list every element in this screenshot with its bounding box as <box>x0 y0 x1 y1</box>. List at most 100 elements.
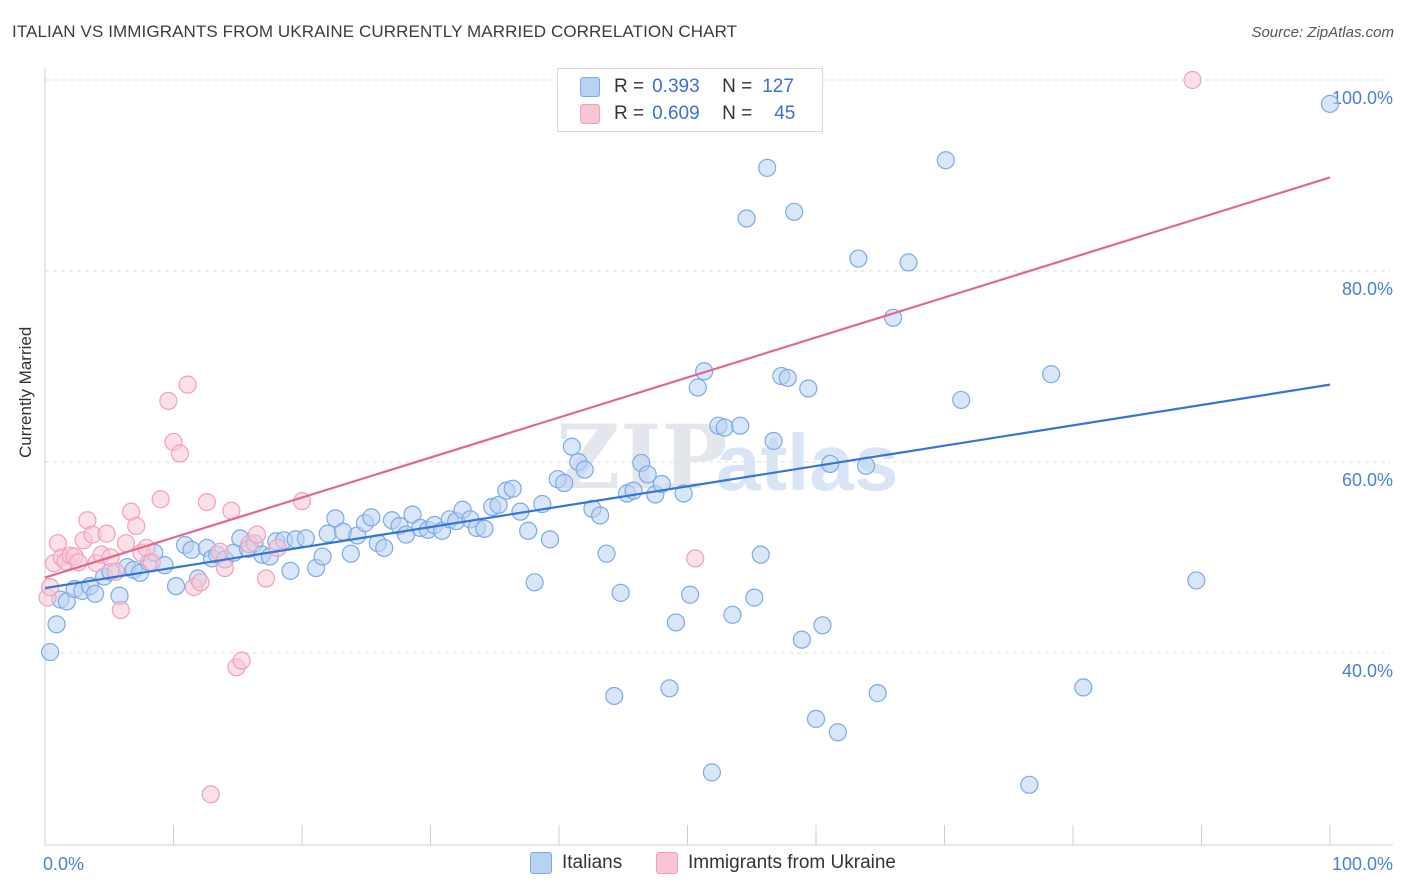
ukraine-point <box>256 569 276 588</box>
italians-point <box>868 684 887 703</box>
legend-n-label: N = <box>722 103 753 124</box>
italians-point <box>806 709 826 728</box>
italians-point <box>318 524 337 543</box>
ukraine-point <box>151 490 170 509</box>
italians-point <box>489 495 508 515</box>
legend-n-label: N = <box>722 76 753 97</box>
italians-point <box>1320 94 1340 113</box>
ukraine-point <box>116 534 136 553</box>
series-legend: Italians Immigrants from Ukraine <box>0 852 1406 878</box>
legend-row-italians: R = 0.393 N = 127 <box>580 74 794 100</box>
italians-point <box>731 416 750 435</box>
ukraine-point <box>127 516 146 536</box>
italians-point <box>313 547 332 566</box>
series-legend-italians[interactable]: Italians <box>530 852 622 874</box>
y-tick-label: 80.0% <box>1342 279 1393 299</box>
italians-point <box>281 561 300 580</box>
italians-point <box>341 544 360 563</box>
series-legend-ukraine[interactable]: Immigrants from Ukraine <box>656 852 896 874</box>
ukraine-point <box>232 651 251 670</box>
italians-point <box>799 379 818 398</box>
italians-point <box>723 605 742 624</box>
italians-point <box>899 253 918 272</box>
ukraine-point <box>201 785 220 804</box>
italians-point <box>936 151 955 170</box>
ukraine-point <box>111 600 130 620</box>
legend-swatch-italians <box>580 77 600 97</box>
italians-point <box>326 509 345 528</box>
source-credit: Source: ZipAtlas.com <box>1251 24 1394 41</box>
italians-point <box>737 209 756 228</box>
italians-point <box>403 505 422 524</box>
x-tick-label: 100.0% <box>1332 854 1393 874</box>
legend-n-value: 45 <box>774 103 796 124</box>
y-tick-label: 60.0% <box>1342 470 1393 490</box>
italians-point <box>362 508 381 527</box>
legend-swatch-ukraine <box>580 104 600 124</box>
italians-point <box>785 202 804 221</box>
series-name-italians: Italians <box>562 852 623 873</box>
italians-point <box>540 530 560 549</box>
ukraine-point <box>97 524 116 543</box>
italians-point <box>503 479 522 498</box>
italians-point <box>745 588 764 607</box>
italians-point <box>849 249 868 268</box>
italians-point <box>758 158 777 177</box>
italians-point <box>562 437 581 456</box>
ukraine-point <box>197 493 217 512</box>
ukraine-point <box>268 538 287 558</box>
ukraine-point <box>247 525 267 544</box>
y-tick-label: 100.0% <box>1332 88 1393 108</box>
italians-point <box>86 584 105 603</box>
ukraine-point <box>686 549 705 568</box>
italians-point <box>475 519 494 538</box>
series-swatch-italians <box>530 852 552 874</box>
italians-point <box>674 484 693 503</box>
y-tick-label: 40.0% <box>1342 661 1393 681</box>
italians-point <box>1042 365 1061 384</box>
ukraine-point <box>170 444 190 463</box>
italians-point <box>952 390 971 410</box>
italians-point <box>828 723 847 742</box>
italians-point <box>813 616 832 635</box>
italians-point <box>47 615 66 634</box>
italians-point <box>575 460 594 479</box>
ukraine-point <box>178 375 197 394</box>
correlation-legend: R = 0.393 N = 127 R = 0.609 N = 45 <box>557 68 823 132</box>
italians-point <box>652 474 671 494</box>
italians-point <box>375 538 394 558</box>
italians-point <box>702 763 722 782</box>
italians-point <box>688 378 707 397</box>
italians-point <box>764 431 783 451</box>
legend-n-value: 127 <box>762 76 794 97</box>
ukraine-point <box>159 391 178 410</box>
italians-point <box>611 583 630 602</box>
italians-point <box>519 521 538 540</box>
x-tick-label: 0.0% <box>43 854 84 874</box>
legend-row-ukraine: R = 0.609 N = 45 <box>580 101 795 127</box>
ukraine-point <box>1183 70 1202 90</box>
legend-r-value: 0.609 <box>652 103 700 124</box>
italians-point <box>591 506 610 525</box>
italians-point <box>666 613 686 632</box>
italians-point <box>778 368 797 388</box>
series-swatch-ukraine <box>656 852 678 874</box>
italians-point <box>680 585 700 604</box>
ukraine-point <box>215 558 234 578</box>
italians-point <box>638 465 657 484</box>
italians-point <box>883 308 903 327</box>
italians-point <box>792 630 811 649</box>
italians-point <box>555 473 574 493</box>
ukraine-point <box>191 573 210 592</box>
italians-point <box>751 545 770 564</box>
italians-point <box>605 686 624 706</box>
ukraine-point <box>142 553 161 572</box>
series-name-ukraine: Immigrants from Ukraine <box>688 852 896 873</box>
italians-point <box>1020 775 1039 794</box>
italians-point <box>182 540 201 559</box>
italians-point <box>296 529 315 548</box>
italians-point <box>660 679 679 698</box>
ukraine-point <box>210 542 229 561</box>
italians-point <box>525 573 544 592</box>
